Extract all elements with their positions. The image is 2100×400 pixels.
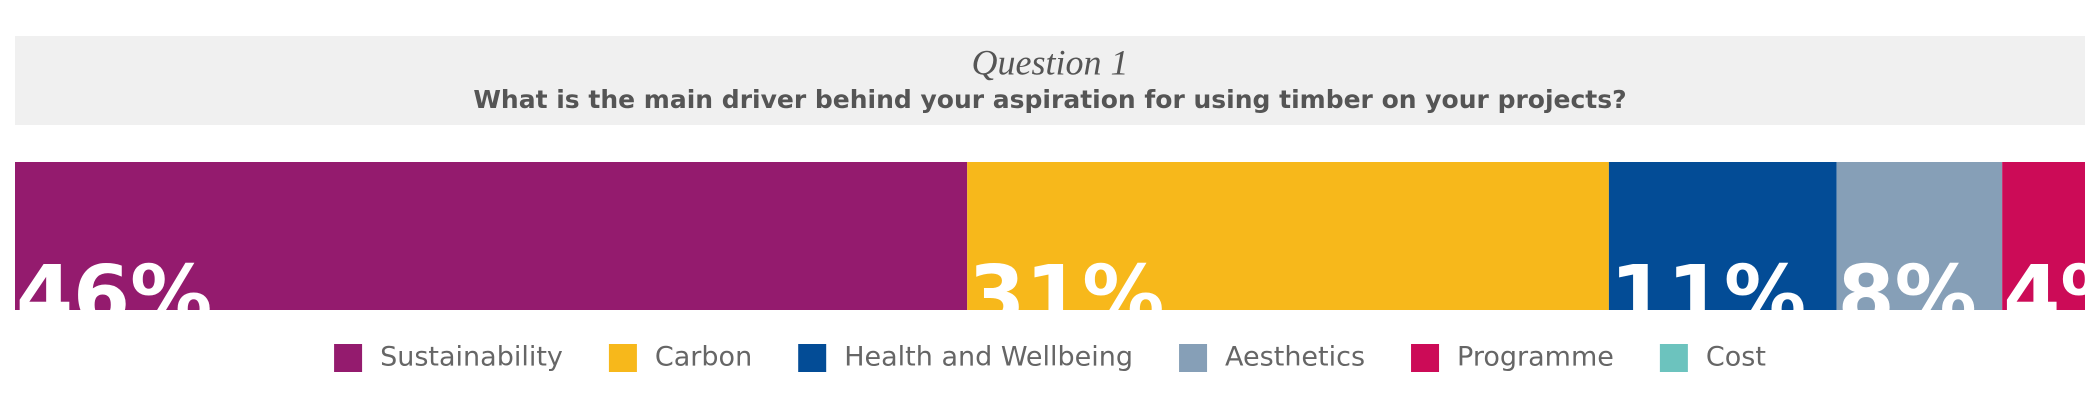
value-label: 46% [16, 249, 212, 344]
legend-item: Cost [1659, 342, 1766, 373]
chart-title: Question 1 [972, 42, 1129, 82]
legend-label: Aesthetics [1225, 342, 1365, 373]
bar-segment [1836, 162, 2003, 310]
legend-label: Health and Wellbeing [844, 342, 1133, 373]
legend-item: Health and Wellbeing [798, 342, 1133, 373]
legend-swatch [608, 344, 637, 372]
legend-item: Carbon [608, 342, 752, 373]
legend-item: Aesthetics [1179, 342, 1365, 373]
legend-label: Sustainability [380, 342, 563, 373]
value-label: 31% [968, 249, 1164, 344]
legend-item: Programme [1411, 342, 1614, 373]
bar-group: 46% 31% 11% 8% 4% [15, 162, 2100, 344]
bar-segment [2002, 162, 2085, 310]
legend-swatch [1179, 344, 1208, 372]
header-box [15, 36, 2085, 125]
bar-segment [15, 162, 968, 310]
value-label: 4% [2003, 249, 2100, 344]
legend-item: Sustainability [334, 342, 563, 373]
chart-subtitle: What is the main driver behind your aspi… [473, 85, 1626, 114]
value-label: 11% [1610, 249, 1806, 344]
legend-swatch [798, 344, 827, 372]
legend-swatch [334, 344, 363, 372]
bar-segment [967, 162, 1609, 310]
legend-label: Cost [1706, 342, 1766, 373]
legend: Sustainability Carbon Health and Wellbeing… [334, 342, 1766, 373]
legend-swatch [1659, 344, 1688, 372]
legend-label: Carbon [655, 342, 752, 373]
legend-swatch [1411, 344, 1440, 372]
legend-label: Programme [1457, 342, 1614, 373]
bar-segment [1608, 162, 1837, 310]
value-label: 8% [1838, 249, 1977, 344]
